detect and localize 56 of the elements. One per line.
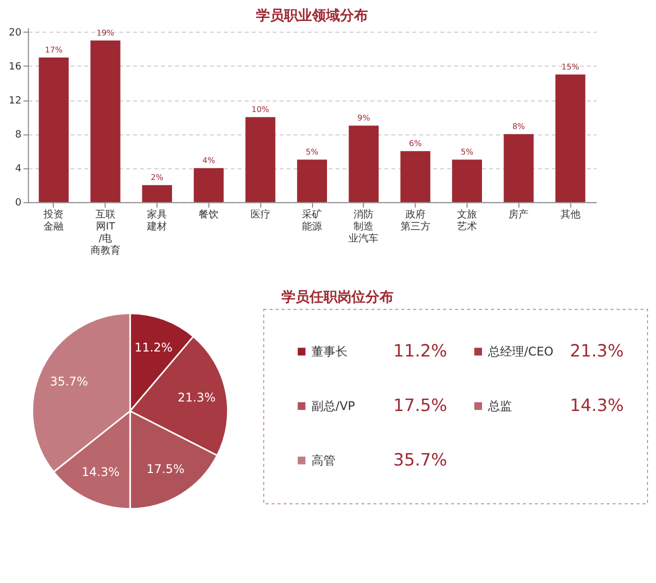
chart-title: 学员任职岗位分布	[282, 289, 394, 306]
data-label: 14.3%	[82, 465, 120, 480]
bar	[90, 40, 120, 202]
bar	[38, 58, 69, 202]
data-label: 8%	[512, 122, 526, 132]
bar	[297, 160, 328, 202]
y-tick-label: 4	[15, 164, 22, 175]
data-label: 15%	[561, 62, 580, 72]
x-tick-label: 采矿能源	[302, 208, 322, 233]
data-label: 10%	[252, 105, 270, 114]
x-tick-label: 政府第三方	[400, 208, 430, 233]
legend-label: 总经理/CEO	[487, 344, 554, 359]
x-tick-label: 餐饮	[198, 208, 219, 221]
legend-label: 副总/VP	[312, 399, 355, 414]
bar	[400, 151, 430, 202]
data-label: 19%	[96, 28, 115, 38]
data-label: 6%	[409, 139, 422, 148]
bar	[452, 160, 482, 202]
data-label: 9%	[357, 114, 370, 123]
y-tick-label: 16	[8, 62, 22, 72]
chart-title: 学员职业领域分布	[256, 8, 368, 24]
text: 21.3%	[570, 340, 624, 361]
data-label: 17%	[44, 46, 64, 55]
legend-label: 总监	[487, 399, 512, 414]
data-label: 11.2%	[134, 340, 172, 354]
x-tick-label: 房产	[508, 208, 529, 221]
x-tick-label: 其他	[560, 208, 580, 221]
x-tick-label: 消防制造业汽车	[348, 208, 379, 245]
bar	[245, 117, 276, 202]
text: 35.7%	[393, 449, 448, 470]
x-tick-label: 投资金融	[42, 208, 64, 233]
x-tick-label: 文旅艺术	[457, 208, 478, 233]
bar	[348, 126, 379, 202]
bar	[555, 74, 586, 202]
data-label: 21.3%	[178, 390, 216, 405]
y-tick-label: 0	[15, 198, 22, 209]
bar	[504, 134, 534, 202]
y-tick-label: 8	[15, 130, 22, 141]
data-label: 4%	[202, 156, 216, 166]
x-tick-label: 互联网IT/电商教育	[90, 208, 120, 257]
y-tick-label: 20	[8, 27, 22, 38]
y-tick-label: 12	[8, 96, 22, 107]
x-tick-label: 医疗	[250, 208, 270, 221]
data-label: 5%	[306, 148, 319, 157]
legend-label: 董事长	[312, 344, 348, 359]
data-label: 2%	[150, 173, 164, 182]
text: 17.5%	[393, 395, 448, 416]
data-label: 5%	[460, 148, 474, 157]
text: 11.2%	[393, 340, 448, 361]
legend-label: 高管	[312, 453, 336, 468]
bar	[142, 185, 172, 202]
text: 14.3%	[570, 395, 624, 416]
data-label: 35.7%	[50, 374, 88, 389]
bar	[194, 168, 224, 202]
x-tick-label: 家具建材	[146, 208, 168, 233]
data-label: 17.5%	[146, 462, 185, 476]
